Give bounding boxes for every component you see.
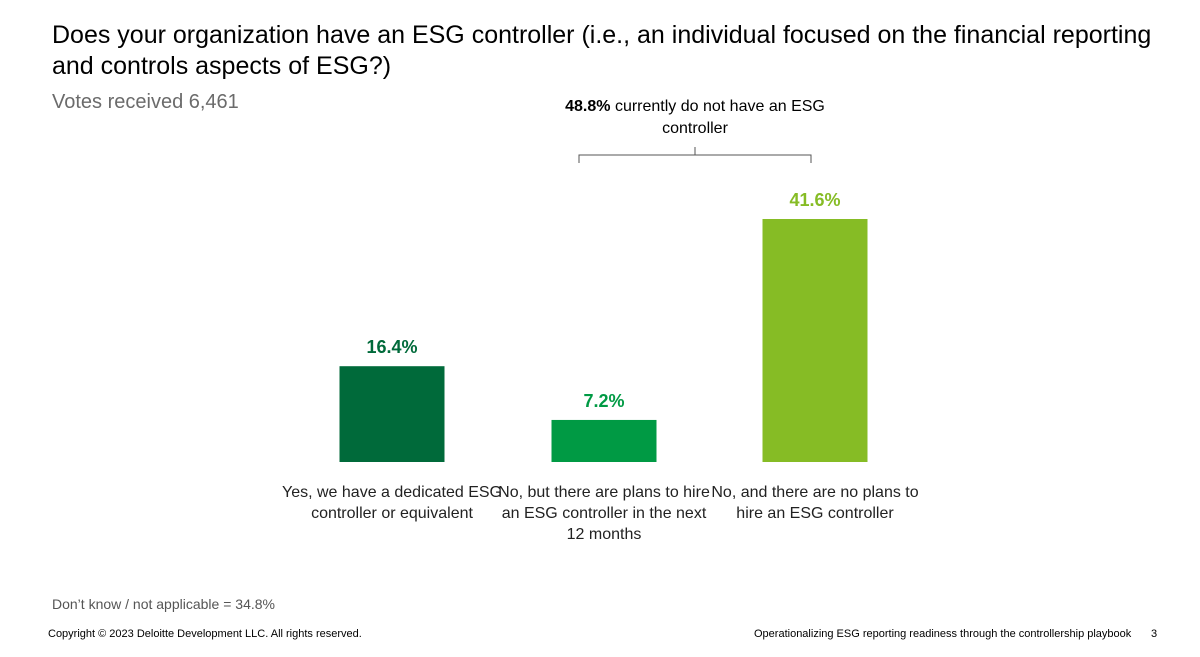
subtitle: Votes received 6,461 (52, 91, 239, 113)
category-label: No, but there are plans to hire an ESG c… (498, 484, 710, 543)
annotation-text: currently do not have an ESG controller (614, 98, 825, 137)
category-label: No, and there are no plans to hire an ES… (711, 484, 919, 522)
value-label: 16.4% (366, 337, 418, 358)
bar (551, 419, 657, 462)
category-label: Yes, we have a dedicated ESG controller … (282, 484, 502, 522)
deck-title: Operationalizing ESG reporting readiness… (754, 628, 1132, 640)
value-label: 7.2% (583, 390, 625, 411)
value-label: 41.6% (789, 190, 841, 210)
annotation-emphasis: 48.8% (565, 98, 611, 115)
footnote: Don’t know / not applicable = 34.8% (52, 596, 275, 612)
page-number: 3 (1151, 628, 1158, 640)
annotation: 48.8% currently do not have an ESG contr… (545, 96, 845, 140)
chart-title: Does your organization have an ESG contr… (52, 21, 1152, 80)
copyright: Copyright © 2023 Deloitte Development LL… (48, 628, 362, 640)
bar (762, 219, 868, 462)
bracket (578, 147, 812, 163)
bar (339, 366, 445, 462)
